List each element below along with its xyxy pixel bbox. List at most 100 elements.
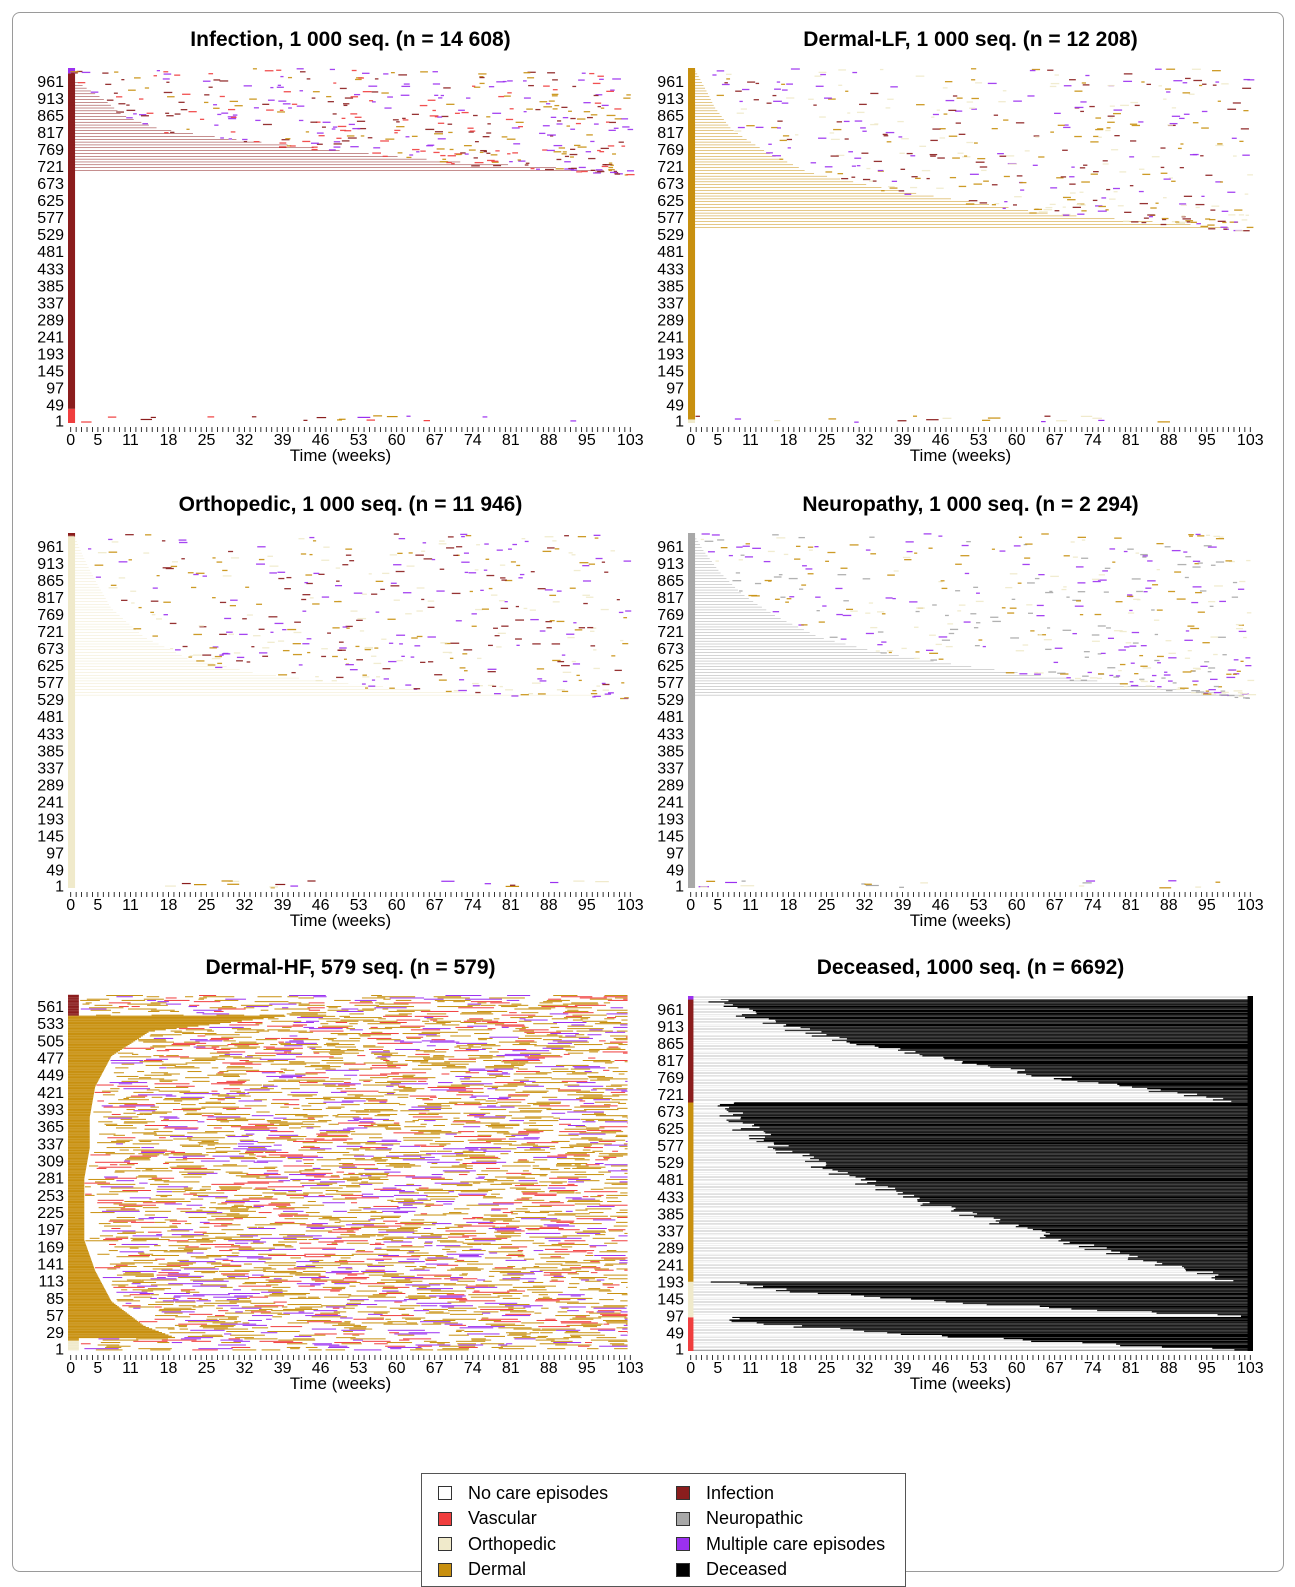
episode <box>534 1250 544 1251</box>
episode <box>269 1281 302 1282</box>
episode <box>160 1081 173 1082</box>
episode <box>576 1092 604 1093</box>
episode <box>229 1302 251 1303</box>
episode <box>250 1088 274 1089</box>
episode <box>156 1103 180 1104</box>
episode <box>599 151 604 152</box>
episode <box>420 1321 451 1322</box>
episode <box>604 1164 627 1165</box>
episode <box>1016 650 1024 651</box>
episode <box>170 648 173 649</box>
episode <box>222 880 233 881</box>
episode <box>97 1142 125 1143</box>
episode <box>151 601 159 602</box>
episode <box>1092 579 1100 580</box>
episode <box>206 1255 238 1256</box>
episode <box>1226 677 1235 678</box>
episode <box>1038 156 1044 157</box>
episode <box>1030 70 1036 71</box>
state-block <box>68 1159 88 1160</box>
episode <box>498 1248 519 1249</box>
episode <box>397 553 402 554</box>
episode <box>364 1062 393 1063</box>
episode <box>307 638 312 639</box>
episode <box>268 1186 304 1187</box>
episode <box>916 76 925 77</box>
episode <box>595 1163 604 1164</box>
state-block <box>68 1112 90 1113</box>
episode <box>456 620 462 621</box>
episode <box>585 1071 592 1072</box>
episode <box>486 153 490 154</box>
y-tick-label: 721 <box>37 624 64 641</box>
episode <box>777 81 780 82</box>
episode <box>1081 680 1087 681</box>
episode <box>1120 631 1127 632</box>
episode <box>255 120 260 121</box>
episode <box>564 1054 570 1055</box>
episode <box>287 1053 302 1054</box>
episode <box>513 1287 545 1288</box>
state-block <box>68 1152 89 1153</box>
episode <box>104 1177 118 1178</box>
episode <box>1202 642 1209 643</box>
episode <box>390 1308 415 1309</box>
episode <box>133 1239 170 1240</box>
episode <box>928 548 932 549</box>
state-block <box>68 1239 84 1240</box>
episode <box>561 107 567 108</box>
episode <box>541 1185 548 1186</box>
episode <box>106 1346 130 1347</box>
episode <box>245 587 249 588</box>
episode <box>418 1119 448 1120</box>
episode <box>524 1129 539 1130</box>
episode <box>312 147 318 148</box>
state-block <box>68 1060 109 1061</box>
episode <box>287 1140 296 1141</box>
episode <box>322 1249 354 1250</box>
episode <box>295 1308 312 1309</box>
episode <box>424 1059 444 1060</box>
episode <box>456 1154 485 1155</box>
episode <box>490 1184 512 1185</box>
episode <box>117 1233 136 1234</box>
episode <box>333 1229 359 1230</box>
episode <box>463 649 472 650</box>
episode <box>270 1223 306 1224</box>
episode <box>606 121 610 122</box>
episode <box>464 670 468 671</box>
episode <box>587 1130 621 1131</box>
episode <box>892 181 897 182</box>
episode <box>152 614 156 615</box>
episode <box>1005 587 1012 588</box>
episode <box>620 1192 627 1193</box>
episode <box>886 107 891 108</box>
episode <box>1216 538 1224 539</box>
state-block <box>68 1125 90 1126</box>
episode <box>465 1147 501 1148</box>
episode <box>300 1173 332 1174</box>
episode <box>292 104 297 105</box>
episode <box>359 1080 372 1081</box>
episode <box>391 585 400 586</box>
state-block <box>68 1241 85 1242</box>
episode <box>264 1262 296 1263</box>
episode <box>624 1325 628 1326</box>
episode <box>596 1115 628 1116</box>
y-tick-label: 961 <box>657 539 684 556</box>
episode <box>1074 136 1082 137</box>
episode <box>443 1148 478 1149</box>
episode <box>335 1222 341 1223</box>
episode <box>952 157 960 158</box>
episode <box>202 1238 232 1239</box>
episode <box>133 1143 160 1144</box>
episode <box>1130 645 1137 646</box>
episode <box>571 1069 590 1070</box>
state-block <box>68 1100 93 1101</box>
episode <box>293 643 301 644</box>
state-block <box>68 1171 85 1172</box>
episode <box>486 1125 520 1126</box>
episode <box>394 1333 427 1334</box>
episode <box>1180 688 1189 689</box>
episode <box>184 1169 221 1170</box>
